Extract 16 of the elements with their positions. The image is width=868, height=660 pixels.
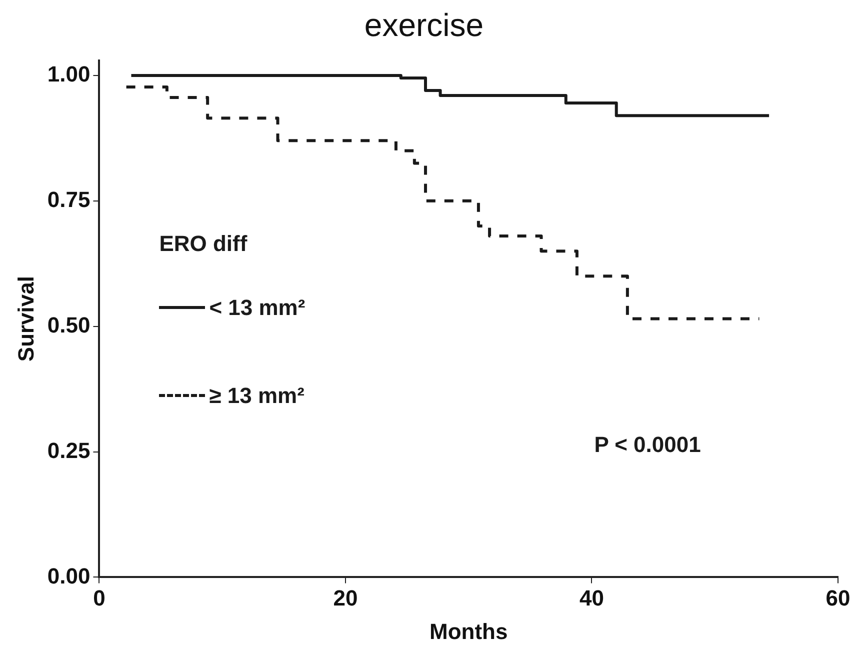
legend-label: < 13 mm² (209, 294, 306, 321)
x-tick-label: 40 (579, 585, 604, 610)
y-tick-label: 0.50 (47, 312, 90, 338)
x-axis-title: Months (430, 618, 508, 644)
x-tick-label: 0 (93, 585, 106, 610)
y-tick-label: 1.00 (47, 62, 90, 87)
annotation: P < 0.0001 (594, 432, 701, 458)
x-tick-label: 60 (826, 585, 850, 610)
y-tick-label: 0.75 (47, 186, 90, 212)
y-tick-label: 0.25 (47, 438, 90, 463)
y-tick-label: 0.00 (47, 563, 90, 588)
legend-label: ≥ 13 mm² (209, 382, 304, 409)
chart-title: exercise (364, 7, 484, 44)
y-axis-title: Survival (13, 276, 38, 362)
legend-title: ERO diff (159, 230, 248, 257)
x-tick-label: 20 (333, 585, 358, 610)
